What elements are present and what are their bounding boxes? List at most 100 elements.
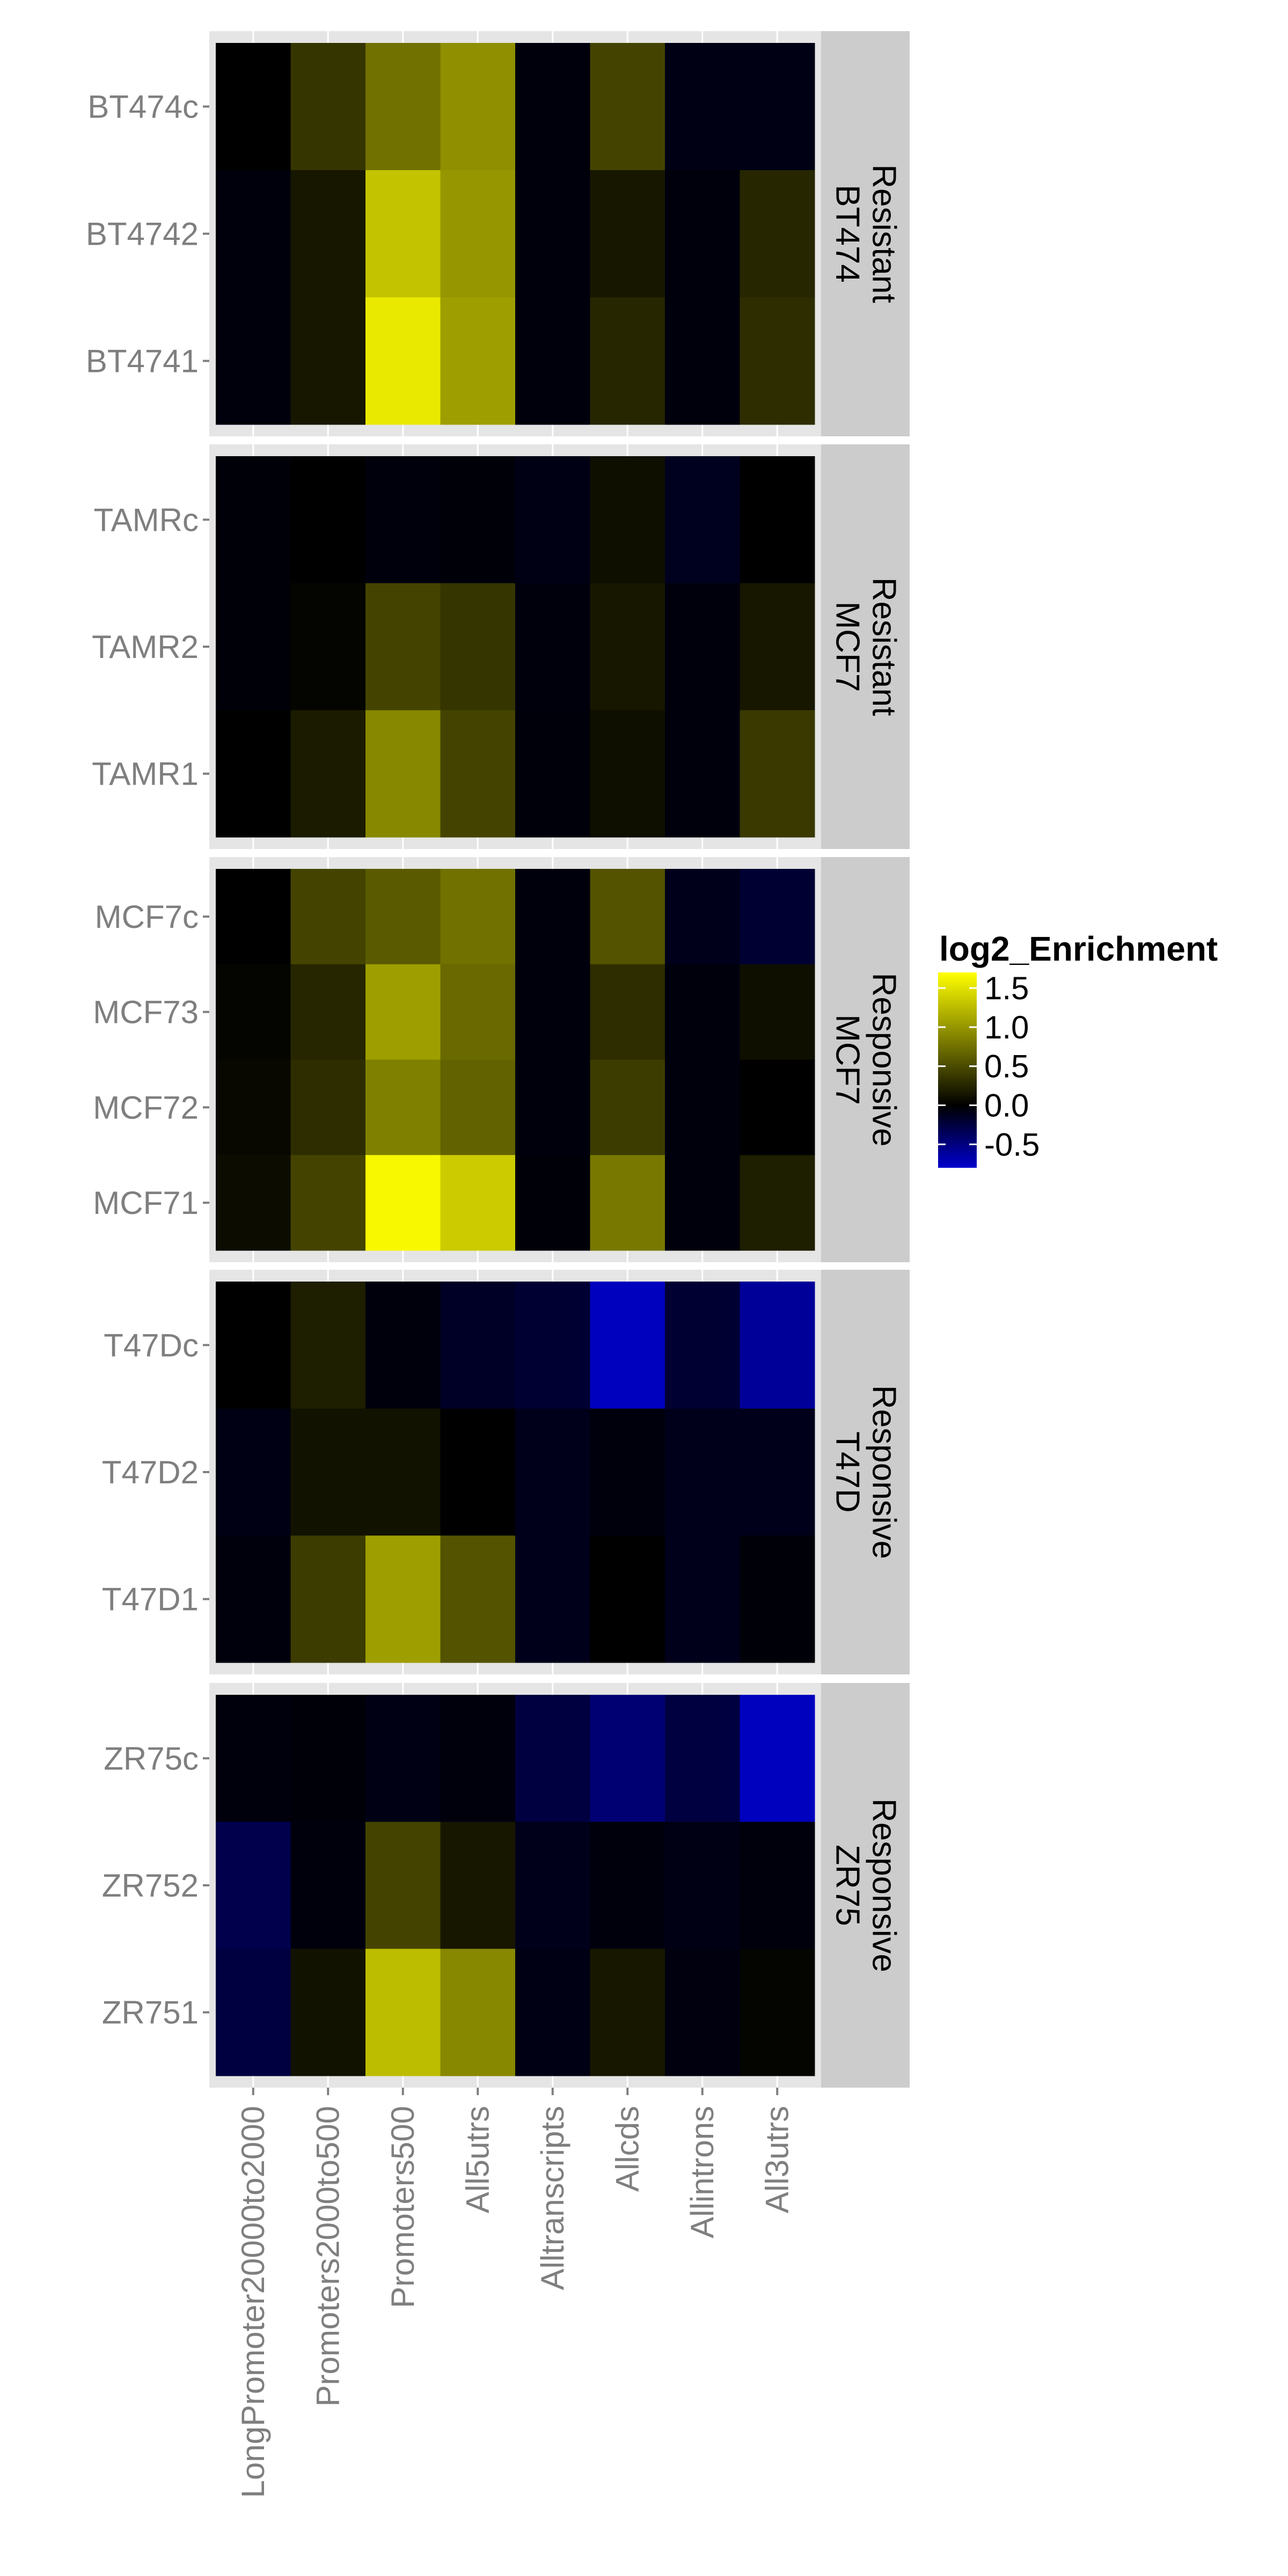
heatmap-cell — [440, 869, 516, 965]
heatmap-cell — [515, 1282, 590, 1409]
heatmap-cell — [290, 1282, 366, 1409]
heatmap-cell — [440, 1059, 516, 1155]
heatmap-cell — [590, 583, 665, 711]
x-tick-label: All3utrs — [759, 2106, 795, 2213]
heatmap-cell — [740, 869, 815, 965]
facet-strip-line: MCF7 — [829, 602, 866, 692]
heatmap-cell — [665, 869, 740, 965]
heatmap-cell — [515, 456, 590, 584]
facet-strip-line: ZR75 — [829, 1845, 866, 1926]
y-tick-label: MCF73 — [93, 994, 199, 1030]
x-tick-label: Alltranscripts — [535, 2106, 570, 2290]
heatmap-cell — [440, 964, 516, 1060]
heatmap-cell — [290, 297, 366, 425]
heatmap-cell — [515, 964, 590, 1060]
facet-strip-line: Responsive — [866, 1798, 903, 1972]
heatmap-cell — [365, 710, 441, 838]
heatmap-cell — [740, 1821, 815, 1949]
y-tick-label: ZR751 — [102, 1995, 199, 2031]
heatmap-cell — [216, 964, 291, 1060]
x-tick-label: LongPromoter20000to2000 — [235, 2106, 271, 2498]
heatmap-cell — [665, 1695, 740, 1823]
heatmap-cell — [216, 297, 291, 425]
heatmap-cell — [290, 1155, 366, 1251]
heatmap-cell — [590, 1821, 665, 1949]
heatmap-cell — [290, 1535, 366, 1663]
facet-strip — [821, 31, 910, 436]
heatmap-cell — [515, 1949, 590, 2076]
legend-tick-label: -0.5 — [984, 1126, 1040, 1162]
heatmap-cell — [365, 1535, 441, 1663]
facet-strip — [821, 857, 910, 1262]
heatmap-cell — [440, 1949, 516, 2076]
x-tick-label: All5utrs — [459, 2106, 495, 2213]
y-tick-label: T47D1 — [102, 1582, 199, 1618]
legend-title: log2_Enrichment — [939, 930, 1218, 968]
heatmap-cell — [590, 1155, 665, 1251]
heatmap-cell — [740, 170, 815, 298]
legend-tick-label: 0.0 — [984, 1088, 1029, 1124]
heatmap-cell — [665, 1408, 740, 1536]
legend-tick-label: 1.0 — [984, 1009, 1029, 1045]
heatmap-cell — [440, 297, 516, 425]
heatmap-cell — [216, 1408, 291, 1536]
heatmap-cell — [665, 1155, 740, 1251]
heatmap-cell — [665, 43, 740, 171]
y-tick-label: ZR752 — [102, 1868, 199, 1904]
heatmap-cell — [290, 1059, 366, 1155]
x-tick-label: Allintrons — [684, 2106, 720, 2238]
heatmap-cell — [365, 43, 441, 171]
x-tick-label: Promoters2000to500 — [310, 2106, 346, 2406]
heatmap-cell — [515, 43, 590, 171]
heatmap-cell — [216, 583, 291, 711]
heatmap-cell — [740, 1695, 815, 1823]
heatmap-cell — [515, 583, 590, 711]
heatmap-cell — [216, 1155, 291, 1251]
heatmap-cell — [590, 456, 665, 584]
heatmap-cell — [740, 583, 815, 711]
heatmap-cell — [515, 170, 590, 298]
heatmap-cell — [290, 1821, 366, 1949]
heatmap-cell — [740, 1408, 815, 1536]
heatmap-cell — [740, 297, 815, 425]
heatmap-cell — [740, 1155, 815, 1251]
facet-strip-line: Resistant — [866, 164, 903, 303]
heatmap-cell — [665, 583, 740, 711]
heatmap-cell — [590, 170, 665, 298]
heatmap-cell — [290, 43, 366, 171]
heatmap-cell — [740, 1059, 815, 1155]
y-tick-label: BT4742 — [86, 216, 199, 252]
heatmap-cell — [440, 170, 516, 298]
heatmap-cell — [665, 1821, 740, 1949]
heatmap-cell — [590, 964, 665, 1060]
facet-strip-line: Responsive — [866, 973, 903, 1147]
heatmap-cell — [290, 710, 366, 838]
y-tick-label: TAMR2 — [92, 629, 199, 665]
heatmap-cell — [590, 1408, 665, 1536]
heatmap-cell — [216, 1059, 291, 1155]
heatmap-cell — [290, 583, 366, 711]
facet-strip-line: Resistant — [866, 577, 903, 716]
heatmap-cell — [290, 1949, 366, 2076]
heatmap-cell — [290, 869, 366, 965]
heatmap-cell — [216, 170, 291, 298]
heatmap-cell — [740, 1535, 815, 1663]
y-tick-label: TAMRc — [93, 502, 199, 538]
heatmap-cell — [515, 1821, 590, 1949]
legend: log2_Enrichment 1.51.0 0.50.0-0.5 — [938, 930, 1218, 1168]
heatmap-cell — [740, 710, 815, 838]
legend-color-bar — [938, 972, 977, 1168]
y-tick-label: T47Dc — [104, 1327, 199, 1363]
heatmap-cell — [216, 1949, 291, 2076]
heatmap-cell — [740, 964, 815, 1060]
heatmap-cell — [590, 710, 665, 838]
heatmap-cell — [365, 1695, 441, 1823]
heatmap-cell — [740, 1949, 815, 2076]
heatmap-cell — [515, 710, 590, 838]
heatmap-cell — [365, 1949, 441, 2076]
